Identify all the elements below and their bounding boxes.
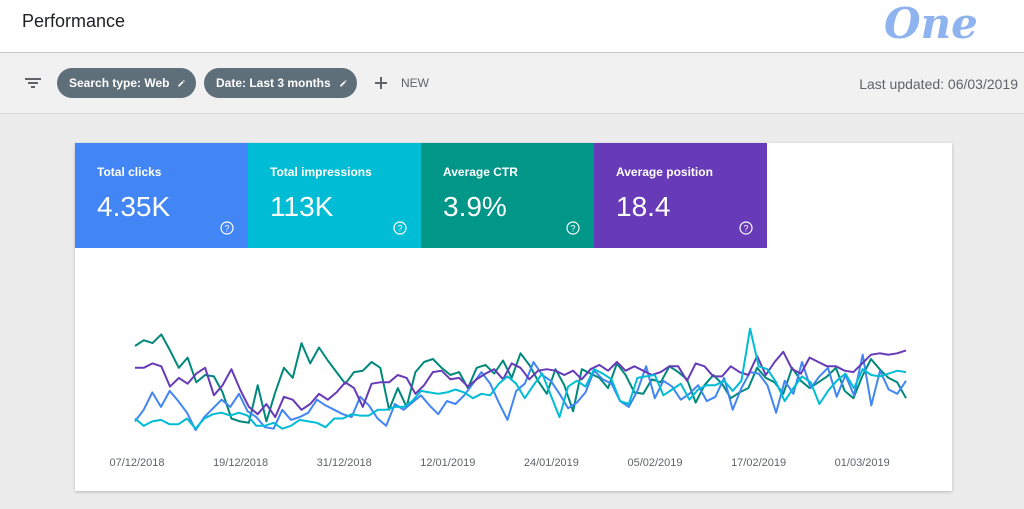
metric-value: 113K <box>270 191 334 222</box>
toolbar: Search type: Web Date: Last 3 months NEW… <box>0 53 1024 114</box>
x-tick-label: 12/01/2019 <box>420 457 475 469</box>
last-updated-text: Last updated: 06/03/2019 <box>859 76 1018 92</box>
svg-text:?: ? <box>224 224 229 234</box>
page-title: Performance <box>22 11 126 31</box>
one-logo: One <box>884 0 978 46</box>
new-filter-button[interactable]: NEW <box>373 72 429 94</box>
help-icon[interactable]: ? <box>220 221 234 235</box>
metric-label: Average position <box>616 165 713 179</box>
app-header: Performance One <box>0 0 1024 53</box>
metric-total-clicks[interactable]: Total clicks 4.35K ? <box>75 143 248 248</box>
metric-value: 4.35K <box>97 191 171 222</box>
x-tick-label: 31/12/2018 <box>317 457 372 469</box>
chip-label: Search type: Web <box>69 76 170 90</box>
x-tick-label: 07/12/2018 <box>109 457 164 469</box>
x-tick-label: 17/02/2019 <box>731 457 786 469</box>
metric-label: Total clicks <box>97 165 162 179</box>
plus-icon <box>375 77 387 89</box>
series-line-4 <box>134 327 907 430</box>
svg-text:One: One <box>884 0 978 46</box>
help-icon[interactable]: ? <box>566 221 580 235</box>
x-tick-label: 05/02/2019 <box>627 457 682 469</box>
search-type-chip[interactable]: Search type: Web <box>57 68 196 98</box>
svg-text:?: ? <box>743 224 748 234</box>
metric-average-position[interactable]: Average position 18.4 ? <box>594 143 767 248</box>
filter-icon[interactable] <box>22 73 44 93</box>
svg-text:?: ? <box>570 224 575 234</box>
metric-label: Average CTR <box>443 165 518 179</box>
metric-value: 18.4 <box>616 191 671 222</box>
metric-average-ctr[interactable]: Average CTR 3.9% ? <box>421 143 594 248</box>
new-label: NEW <box>401 76 429 90</box>
date-range-chip[interactable]: Date: Last 3 months <box>204 68 357 98</box>
series-line-3 <box>135 349 907 419</box>
performance-chart: 07/12/2018 19/12/2018 31/12/2018 12/01/2019… <box>109 327 907 469</box>
x-tick-label: 24/01/2019 <box>524 457 579 469</box>
svg-text:?: ? <box>397 224 402 234</box>
metric-value: 3.9% <box>443 191 507 222</box>
help-icon[interactable]: ? <box>393 221 407 235</box>
performance-card: Total clicks 4.35K ? Total impressions 1… <box>75 143 952 491</box>
pencil-icon <box>339 79 347 86</box>
metric-label: Total impressions <box>270 165 372 179</box>
pencil-icon <box>178 79 186 87</box>
help-icon[interactable]: ? <box>739 221 753 235</box>
x-tick-label: 19/12/2018 <box>213 457 268 469</box>
chip-label: Date: Last 3 months <box>216 76 331 90</box>
x-tick-label: 01/03/2019 <box>835 457 890 469</box>
metric-total-impressions[interactable]: Total impressions 113K ? <box>248 143 421 248</box>
